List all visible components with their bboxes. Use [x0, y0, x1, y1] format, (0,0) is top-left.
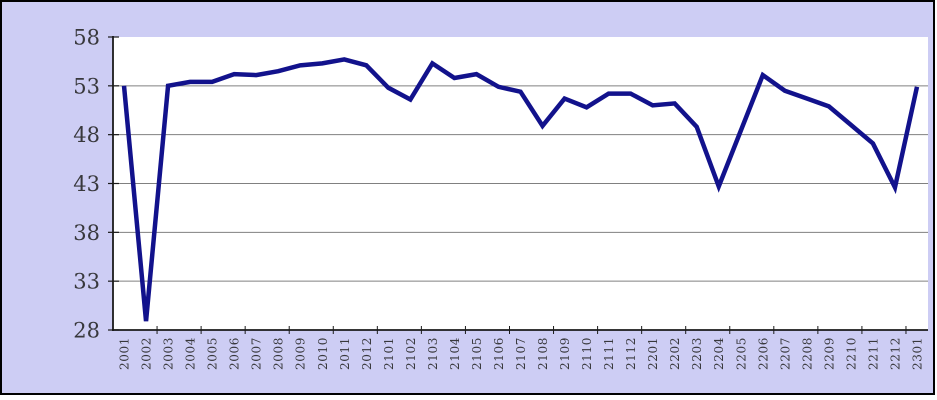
x-tick-label: 2301 — [910, 337, 924, 370]
y-tick-label: 53 — [73, 74, 100, 98]
x-tick-label: 2009 — [294, 337, 308, 370]
x-tick-label: 2108 — [536, 337, 550, 370]
x-tick-label: 2003 — [162, 337, 176, 370]
x-tick-label: 2010 — [316, 337, 330, 370]
y-tick-label: 28 — [73, 319, 100, 343]
x-tick-label: 2004 — [184, 337, 198, 370]
x-tick-label: 2007 — [250, 337, 264, 370]
x-tick-label: 2203 — [690, 337, 704, 370]
x-tick-label: 2112 — [624, 337, 638, 370]
y-tick-label: 48 — [73, 123, 100, 147]
x-tick-label: 2006 — [228, 337, 242, 370]
x-tick-label: 2104 — [448, 337, 462, 370]
y-tick-label: 33 — [73, 270, 100, 294]
x-tick-label: 2001 — [118, 337, 132, 370]
x-tick-label: 2101 — [382, 337, 396, 370]
x-tick-label: 2103 — [426, 337, 440, 370]
x-tick-label: 2012 — [360, 337, 374, 370]
x-tick-label: 2005 — [206, 337, 220, 370]
x-tick-label: 2109 — [558, 337, 572, 370]
x-tick-label: 2105 — [470, 337, 484, 370]
x-tick-label: 2111 — [602, 337, 616, 370]
x-tick-label: 2208 — [800, 337, 814, 370]
x-tick-label: 2110 — [580, 337, 594, 370]
y-tick-label: 58 — [73, 26, 100, 50]
x-tick-label: 2106 — [492, 337, 506, 370]
y-tick-label: 43 — [73, 172, 100, 196]
x-tick-label: 2204 — [712, 337, 726, 370]
x-tick-label: 2212 — [888, 337, 902, 370]
x-tick-label: 2205 — [734, 337, 748, 370]
y-tick-label: 38 — [73, 221, 100, 245]
x-tick-label: 2211 — [866, 337, 880, 370]
x-tick-label: 2207 — [778, 337, 792, 370]
x-tick-label: 2002 — [140, 337, 154, 370]
x-tick-label: 2011 — [338, 337, 352, 370]
x-tick-label: 2206 — [756, 337, 770, 370]
x-tick-label: 2210 — [844, 337, 858, 370]
x-tick-label: 2008 — [272, 337, 286, 370]
x-tick-label: 2202 — [668, 337, 682, 370]
x-tick-label: 2209 — [822, 337, 836, 370]
x-tick-label: 2107 — [514, 337, 528, 370]
x-tick-label: 2102 — [404, 337, 418, 370]
pmi-data-line — [121, 57, 920, 322]
x-tick-label: 2201 — [646, 337, 660, 370]
